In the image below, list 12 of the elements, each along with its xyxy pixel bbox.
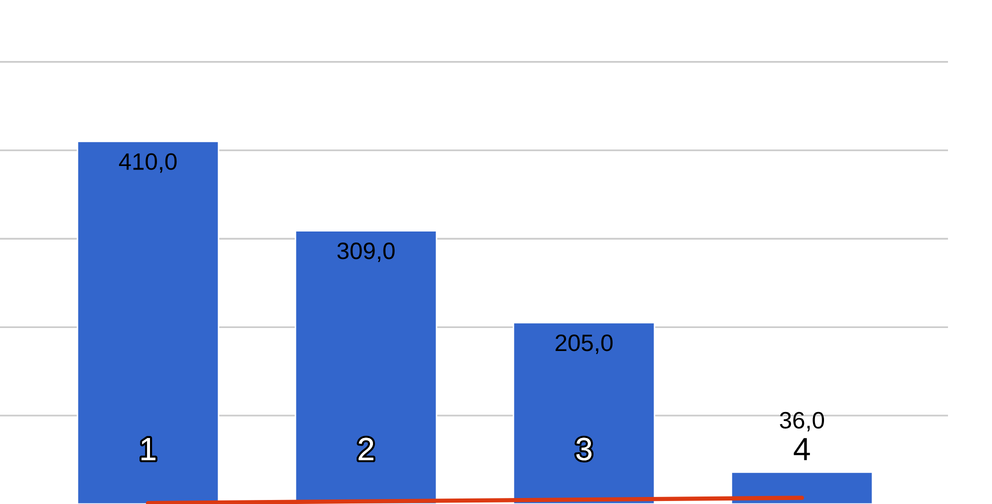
bar xyxy=(512,322,656,504)
data-label: 36,0 xyxy=(780,412,824,432)
data-label: 205,0 xyxy=(556,334,613,354)
bar xyxy=(730,471,874,504)
x-tick-label: 3 xyxy=(576,438,592,460)
data-label: 410,0 xyxy=(119,153,177,173)
bar xyxy=(76,140,220,504)
x-tick-label: 1 xyxy=(142,438,156,460)
data-label: 309,0 xyxy=(337,242,395,262)
x-tick-label: 2 xyxy=(358,438,374,460)
x-tick-label: 4 xyxy=(794,438,810,460)
bar xyxy=(294,230,438,504)
